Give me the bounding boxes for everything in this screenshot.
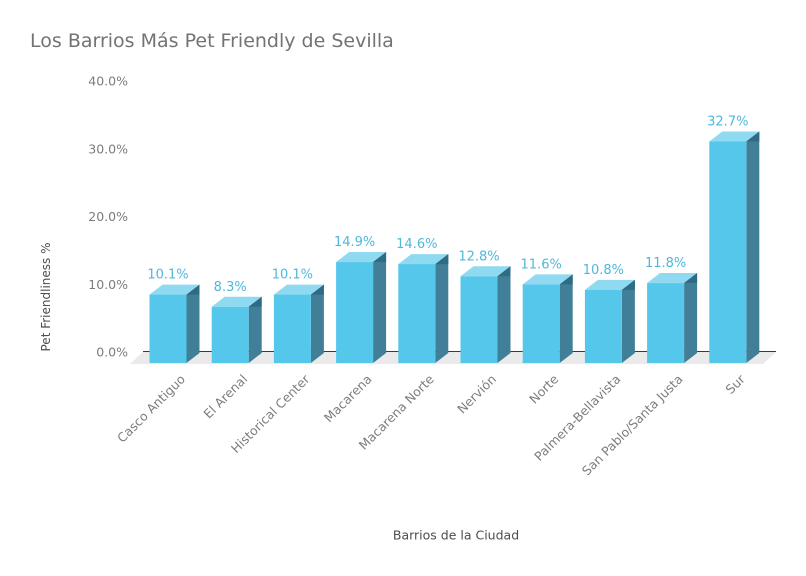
bar-side-top-edge: [559, 274, 573, 285]
x-tick-label: El Arenal: [200, 371, 250, 421]
bar[interactable]: [273, 294, 311, 363]
chart-title: Los Barrios Más Pet Friendly de Sevilla: [30, 30, 394, 52]
y-axis-title: Pet Friendliness %: [39, 242, 53, 352]
bar-top-face: [398, 254, 449, 265]
bar[interactable]: [211, 306, 249, 363]
y-tick-label: 0.0%: [96, 345, 128, 360]
bar-side-top-edge: [373, 252, 387, 263]
bar-side-top-edge: [497, 266, 511, 277]
bar-value-label: 10.1%: [147, 268, 188, 283]
bar-side-top-edge: [435, 254, 449, 265]
bar[interactable]: [709, 141, 747, 363]
y-tick-label: 30.0%: [88, 141, 128, 156]
bar-value-label: 14.9%: [334, 235, 375, 250]
bar-value-label: 32.7%: [707, 114, 748, 129]
y-tick-label: 40.0%: [88, 74, 128, 89]
bar-value-label: 11.8%: [645, 256, 686, 271]
bar-side-face: [435, 254, 449, 363]
bar[interactable]: [647, 283, 685, 363]
x-tick-label: San Pablo/Santa Justa: [579, 371, 686, 478]
x-tick-label: Nervión: [454, 371, 499, 416]
bar-side-top-edge: [248, 296, 262, 307]
bar-value-label: 8.3%: [214, 280, 247, 295]
bar-value-label: 10.1%: [272, 268, 313, 283]
bar-top-face: [336, 252, 387, 263]
bar[interactable]: [398, 264, 436, 363]
x-tick-label: Macarena: [321, 371, 375, 425]
bar-side-face: [373, 252, 387, 363]
bar-value-label: 14.6%: [396, 237, 437, 252]
bar-side-top-edge: [186, 284, 200, 295]
bar-side-face: [559, 274, 573, 363]
bar-side-top-edge: [684, 273, 698, 284]
bar-side-top-edge: [746, 131, 760, 142]
bar-value-label: 10.8%: [583, 263, 624, 278]
bar[interactable]: [460, 276, 498, 363]
bar-top-face: [460, 266, 511, 277]
bar-side-face: [186, 284, 200, 363]
bar[interactable]: [149, 294, 187, 363]
bar[interactable]: [336, 262, 374, 363]
bar-top-face: [584, 279, 635, 290]
bar-side-face: [248, 296, 262, 363]
bar-top-face: [273, 284, 324, 295]
bar-side-top-edge: [310, 284, 324, 295]
x-tick-label: Norte: [526, 371, 561, 406]
bar-side-face: [746, 131, 760, 363]
bar-top-face: [149, 284, 200, 295]
y-tick-label: 20.0%: [88, 209, 128, 224]
bar[interactable]: [584, 289, 622, 363]
bar-side-face: [310, 284, 324, 363]
bar-side-face: [497, 266, 511, 363]
x-tick-label: Casco Antiguo: [114, 371, 188, 445]
bar-side-top-edge: [621, 279, 635, 290]
bar-top-face: [211, 296, 262, 307]
x-tick-label: Sur: [722, 371, 748, 397]
bar-top-face: [709, 131, 760, 142]
bar-side-face: [621, 279, 635, 363]
bar-top-face: [522, 274, 573, 285]
y-tick-label: 10.0%: [88, 277, 128, 292]
bar[interactable]: [522, 284, 560, 363]
x-axis-title: Barrios de la Ciudad: [392, 527, 520, 543]
bar-value-label: 11.6%: [521, 257, 562, 272]
bar-value-label: 12.8%: [458, 249, 499, 264]
bar-side-face: [684, 273, 698, 363]
bar-top-face: [647, 273, 698, 284]
